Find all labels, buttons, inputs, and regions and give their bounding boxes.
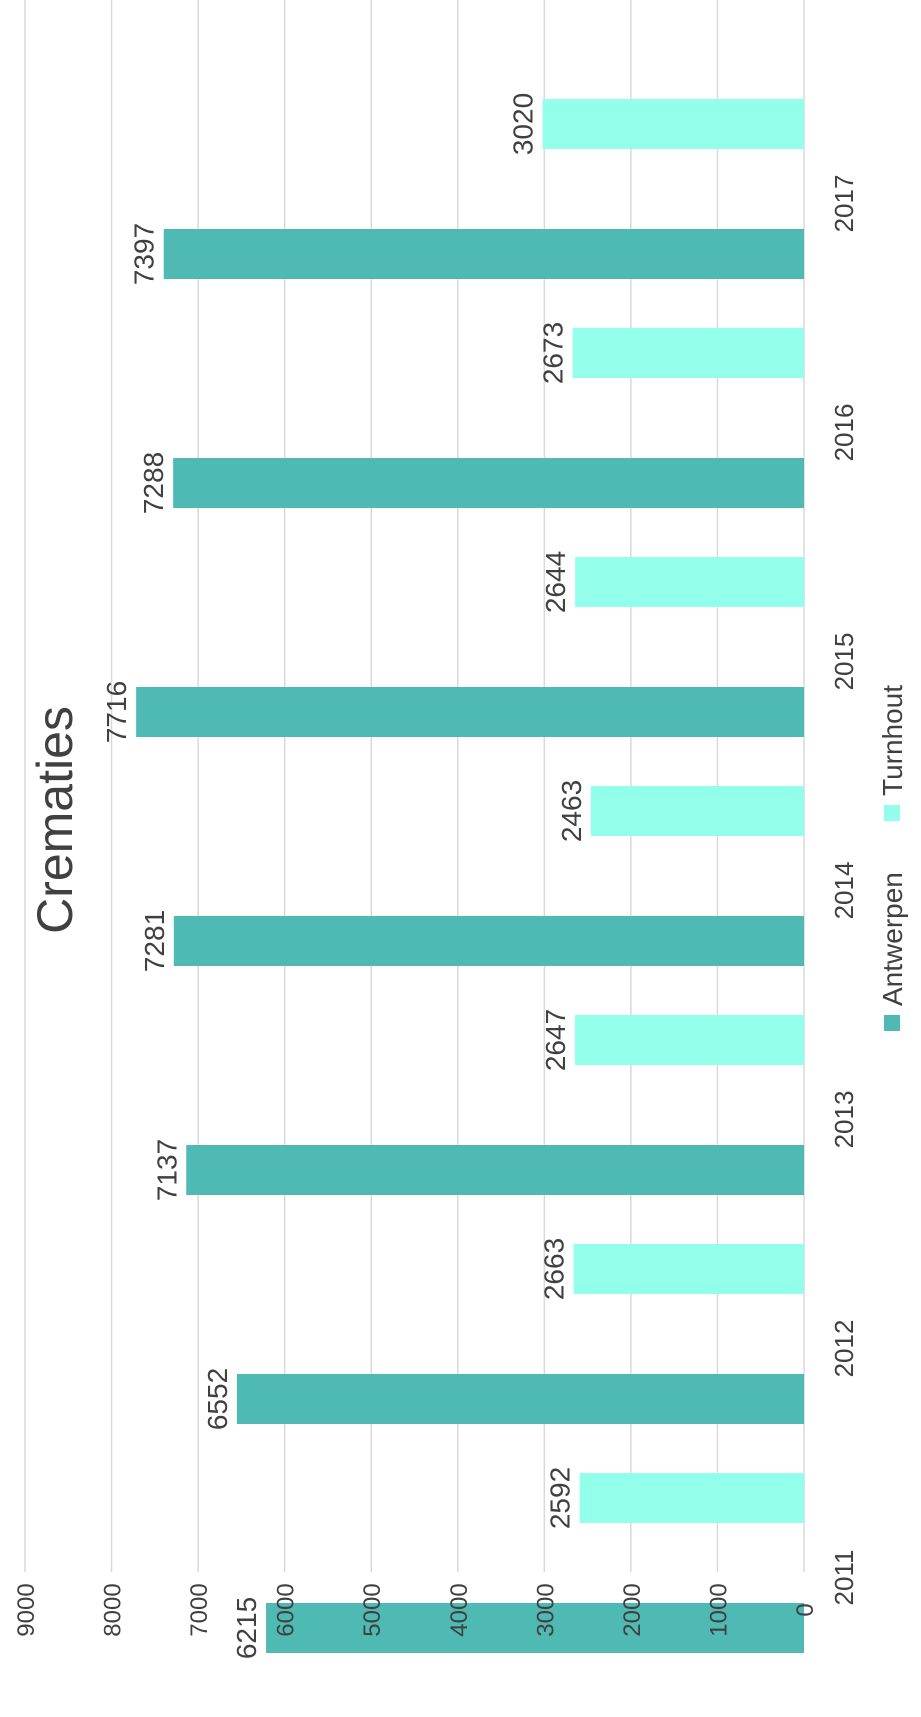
y-tick-label: 2000 — [619, 1583, 646, 1636]
bar-turnhout — [575, 557, 804, 607]
data-label-antwerpen: 7716 — [101, 681, 132, 743]
y-tick-label: 5000 — [359, 1583, 386, 1636]
x-tick-label: 2011 — [829, 1550, 859, 1606]
data-label-turnhout: 2463 — [556, 780, 587, 842]
y-tick-label: 9000 — [13, 1583, 40, 1636]
bar-turnhout — [574, 1015, 804, 1065]
bar-turnhout — [573, 1244, 804, 1294]
data-label-turnhout: 2647 — [540, 1009, 571, 1071]
data-label-turnhout: 2644 — [540, 551, 571, 613]
legend-label: Antwerpen — [877, 872, 908, 1006]
bar-antwerpen — [163, 229, 805, 279]
data-label-antwerpen: 7281 — [139, 910, 170, 972]
bar-turnhout — [572, 328, 804, 378]
bar-antwerpen — [173, 916, 804, 966]
legend-label: Turnhout — [877, 685, 908, 796]
x-tick-label: 2016 — [829, 404, 859, 462]
y-tick-label: 6000 — [273, 1583, 300, 1636]
x-tick-label: 2013 — [829, 1091, 859, 1149]
x-tick-label: 2014 — [829, 862, 859, 920]
y-axis-ticks: 0 1000 2000 3000 4000 5000 6000 7000 8000 9000 — [13, 1583, 819, 1636]
data-label-antwerpen: 6215 — [231, 1597, 262, 1659]
bar-antwerpen — [136, 687, 804, 737]
bar-antwerpen — [266, 1603, 804, 1653]
legend-swatch — [884, 1015, 900, 1031]
data-label-turnhout: 3020 — [508, 93, 539, 155]
data-label-turnhout: 2663 — [539, 1238, 570, 1300]
legend: Antwerpen Turnhout — [877, 685, 908, 1031]
bar-turnhout — [542, 99, 804, 149]
y-tick-label: 4000 — [446, 1583, 473, 1636]
chart-title: Crematies — [27, 706, 83, 934]
data-label-turnhout: 2592 — [545, 1467, 576, 1529]
y-tick-label: 1000 — [705, 1583, 732, 1636]
y-tick-label: 3000 — [532, 1583, 559, 1636]
data-label-antwerpen: 6552 — [202, 1368, 233, 1430]
bars — [136, 99, 805, 1653]
x-axis-ticks: 2011 2012 2013 2014 2015 2016 2017 — [829, 175, 859, 1606]
bar-turnhout — [579, 1473, 804, 1523]
bar-turnhout — [590, 786, 804, 836]
y-tick-label: 8000 — [100, 1583, 127, 1636]
y-tick-label: 7000 — [186, 1583, 213, 1636]
data-label-turnhout: 2673 — [538, 322, 569, 384]
data-labels: 6215 2592 6552 2663 7137 2647 7281 2463 7716 2644… — [101, 93, 587, 1659]
bar-antwerpen — [186, 1145, 805, 1195]
y-tick-label: 0 — [792, 1603, 819, 1616]
bar-antwerpen — [236, 1374, 804, 1424]
bar-antwerpen — [173, 458, 804, 508]
data-label-antwerpen: 7137 — [151, 1139, 182, 1201]
legend-swatch — [884, 805, 900, 821]
data-label-antwerpen: 7288 — [138, 452, 169, 514]
x-tick-label: 2017 — [829, 175, 859, 233]
data-label-antwerpen: 7397 — [129, 223, 160, 285]
x-tick-label: 2012 — [829, 1320, 859, 1378]
x-tick-label: 2015 — [829, 633, 859, 691]
